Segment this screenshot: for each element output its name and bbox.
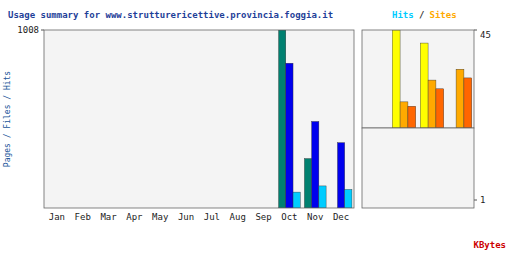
- plot-area: [44, 30, 354, 208]
- bar: [312, 121, 319, 208]
- panel-1: 45: [362, 30, 491, 128]
- tick: [474, 30, 477, 31]
- annotation: Hits: [392, 10, 414, 20]
- chart: 1008 Jan Feb Mar Apr May Jun Jul Aug Sep Oct Nov Dec…: [0, 0, 512, 256]
- bar: [337, 143, 344, 208]
- bar: [456, 69, 464, 128]
- bars: [392, 30, 472, 128]
- tick-label: 1008: [17, 25, 39, 35]
- bar: [392, 30, 400, 128]
- annotation: KBytes: [473, 240, 506, 250]
- bar: [436, 89, 444, 128]
- bar: [319, 186, 326, 208]
- bar: [304, 159, 311, 208]
- frame: [362, 128, 474, 208]
- bars: [279, 30, 352, 208]
- category-label: Mar: [100, 212, 117, 222]
- category-label: Jun: [178, 212, 194, 222]
- bar: [420, 43, 428, 128]
- bar: [464, 78, 472, 128]
- category-label: May: [152, 212, 169, 222]
- panel-2: 1: [362, 128, 485, 208]
- annotation: /: [419, 10, 424, 20]
- bar: [400, 102, 408, 128]
- category-label: Aug: [230, 212, 246, 222]
- category-label: Sep: [255, 212, 271, 222]
- tick-label: 1: [480, 195, 485, 205]
- tick-label: 45: [480, 30, 491, 40]
- annotation: Sites: [430, 10, 457, 20]
- bar: [279, 30, 286, 208]
- plot-area: [362, 128, 474, 208]
- tick: [474, 200, 477, 201]
- bar: [428, 80, 436, 128]
- bar: [286, 63, 293, 208]
- tick: [41, 30, 44, 31]
- plot-area: [362, 30, 474, 128]
- category-label: Oct: [281, 212, 297, 222]
- title: Usage summary for www.strutturericettive…: [8, 10, 333, 20]
- bar: [408, 106, 416, 128]
- category-label: Jul: [204, 212, 220, 222]
- panel-0: 1008 Jan Feb Mar Apr May Jun Jul Aug Sep Oct Nov Dec: [17, 25, 354, 222]
- frame: [44, 30, 354, 208]
- category-label: Feb: [75, 212, 91, 222]
- y-label: Pages / Files / Hits: [3, 71, 12, 168]
- category-label: Jan: [49, 212, 65, 222]
- category-label: Apr: [126, 212, 143, 222]
- category-label: Dec: [333, 212, 349, 222]
- bar: [293, 192, 300, 208]
- category-label: Nov: [307, 212, 323, 222]
- frame: [362, 30, 474, 128]
- bar: [345, 189, 352, 208]
